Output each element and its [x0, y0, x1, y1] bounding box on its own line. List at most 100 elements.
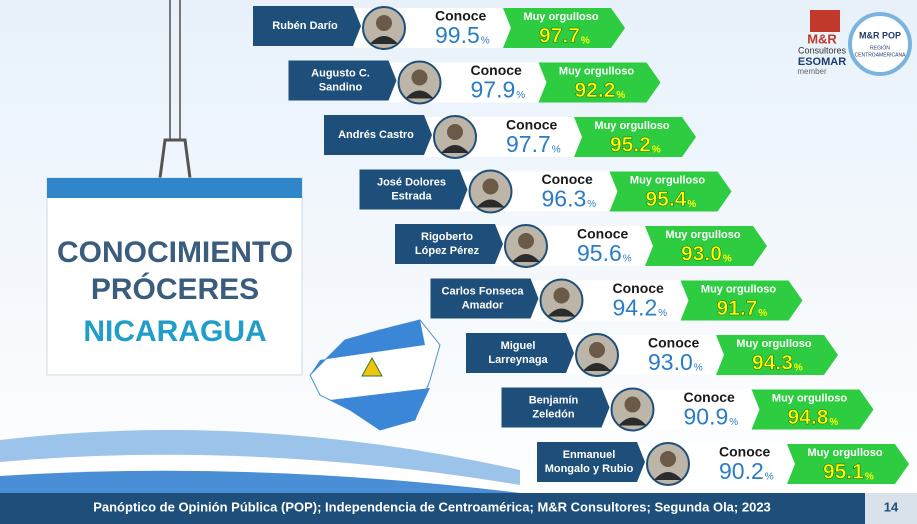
orgullo-arrow	[751, 389, 874, 430]
percent-sign: %	[765, 472, 774, 483]
portrait-head	[447, 124, 463, 140]
emblem	[361, 356, 383, 377]
percent-sign: %	[694, 363, 703, 374]
orgullo-label: Muy orgulloso	[630, 174, 705, 186]
hero-name: Enmanuel	[563, 449, 616, 461]
portrait-body	[405, 90, 434, 99]
page-box	[865, 493, 917, 524]
orgullo-label: Muy orgulloso	[594, 120, 669, 132]
percent-sign: %	[616, 90, 625, 101]
name-box	[359, 169, 468, 210]
logo-text: REGIÓN	[870, 44, 890, 51]
percent-sign: %	[729, 417, 738, 428]
conoce-value: 95.6	[577, 240, 622, 266]
logo-text: CENTROAMERICANA	[855, 52, 907, 58]
map-stripe	[330, 388, 430, 430]
name-box	[430, 278, 539, 319]
orgullo-label: Muy orgulloso	[523, 11, 598, 23]
orgullo-label: Muy orgulloso	[736, 338, 811, 350]
conoce-label: Conoce	[506, 117, 558, 133]
hero-name: Estrada	[391, 190, 432, 202]
hero-name: Sandino	[319, 81, 363, 93]
portrait-head	[376, 15, 392, 31]
hero-name: Carlos Fonseca	[442, 285, 525, 297]
hero-name: López Pérez	[415, 245, 480, 257]
hero-name: Amador	[462, 299, 504, 311]
title-card-band	[47, 178, 302, 198]
conoce-label: Conoce	[471, 62, 523, 78]
portrait-head	[411, 69, 428, 86]
logo-pop: M&R POP REGIÓN CENTROAMERICANA	[848, 12, 912, 76]
orgullo-value: 95.2	[610, 134, 651, 157]
conoce-value: 90.9	[684, 404, 729, 430]
orgullo-value: 94.3	[752, 352, 793, 375]
portrait-head	[624, 396, 641, 413]
conoce-label: Conoce	[719, 444, 771, 460]
title-line: CONOCIMIENTO	[57, 236, 293, 269]
portrait-body	[618, 417, 647, 426]
title-card	[46, 177, 303, 376]
conoce-label: Conoce	[542, 171, 594, 187]
hero-name: Larreynaga	[488, 354, 548, 366]
percent-sign: %	[723, 254, 732, 265]
portrait-body	[476, 199, 505, 208]
name-box	[324, 115, 432, 155]
conoce-label: Conoce	[435, 8, 487, 24]
conoce-value: 94.2	[613, 295, 658, 321]
portrait-head	[660, 451, 676, 467]
title-line: PRÓCERES	[91, 272, 259, 306]
orgullo-label: Muy orgulloso	[807, 447, 882, 459]
orgullo-arrow	[716, 335, 838, 375]
hero-name: Mongalo y Rubio	[545, 463, 634, 475]
percent-sign: %	[587, 199, 596, 210]
orgullo-arrow	[574, 117, 696, 157]
conoce-label: Conoce	[648, 335, 700, 351]
logo-text: M&R	[807, 31, 837, 46]
name-box	[537, 442, 645, 482]
map-stripe	[310, 320, 425, 375]
hero-name: Zeledón	[532, 408, 574, 420]
conoce-value: 97.9	[471, 77, 516, 103]
percent-sign: %	[794, 363, 803, 374]
orgullo-value: 91.7	[717, 297, 758, 320]
orgullo-arrow	[787, 444, 909, 484]
percent-sign: %	[552, 145, 561, 156]
footer-bar	[0, 493, 917, 524]
hero-name: José Dolores	[377, 176, 446, 188]
percent-sign: %	[581, 36, 590, 47]
footer-text: Panóptico de Opinión Pública (POP); Inde…	[93, 499, 771, 514]
orgullo-arrow	[503, 8, 625, 48]
percent-sign: %	[652, 145, 661, 156]
orgullo-arrow	[680, 280, 803, 321]
logo-text: M&R POP	[859, 30, 901, 40]
portrait-body	[512, 254, 540, 262]
hero-name: Rubén Darío	[272, 20, 338, 32]
orgullo-value: 95.4	[646, 188, 687, 211]
name-box	[501, 387, 610, 428]
hero-name: Miguel	[501, 340, 536, 352]
orgullo-value: 94.8	[788, 406, 829, 429]
name-box	[253, 6, 361, 46]
logo-text: member	[797, 67, 827, 76]
title-line: NICARAGUA	[83, 315, 266, 348]
portrait-body	[441, 145, 469, 153]
orgullo-label: Muy orgulloso	[665, 229, 740, 241]
portrait-head	[589, 342, 605, 358]
conoce-value: 96.3	[542, 186, 587, 212]
orgullo-value: 93.0	[681, 243, 722, 266]
percent-sign: %	[623, 254, 632, 265]
percent-sign: %	[687, 199, 696, 210]
orgullo-value: 95.1	[823, 461, 864, 484]
orgullo-arrow	[538, 62, 661, 103]
orgullo-value: 97.7	[539, 25, 580, 48]
percent-sign: %	[658, 308, 667, 319]
portrait-body	[654, 472, 682, 480]
percent-sign: %	[829, 417, 838, 428]
conoce-label: Conoce	[577, 226, 629, 242]
orgullo-arrow	[645, 226, 767, 266]
percent-sign: %	[481, 36, 490, 47]
portrait-head	[482, 178, 499, 195]
percent-sign: %	[516, 90, 525, 101]
